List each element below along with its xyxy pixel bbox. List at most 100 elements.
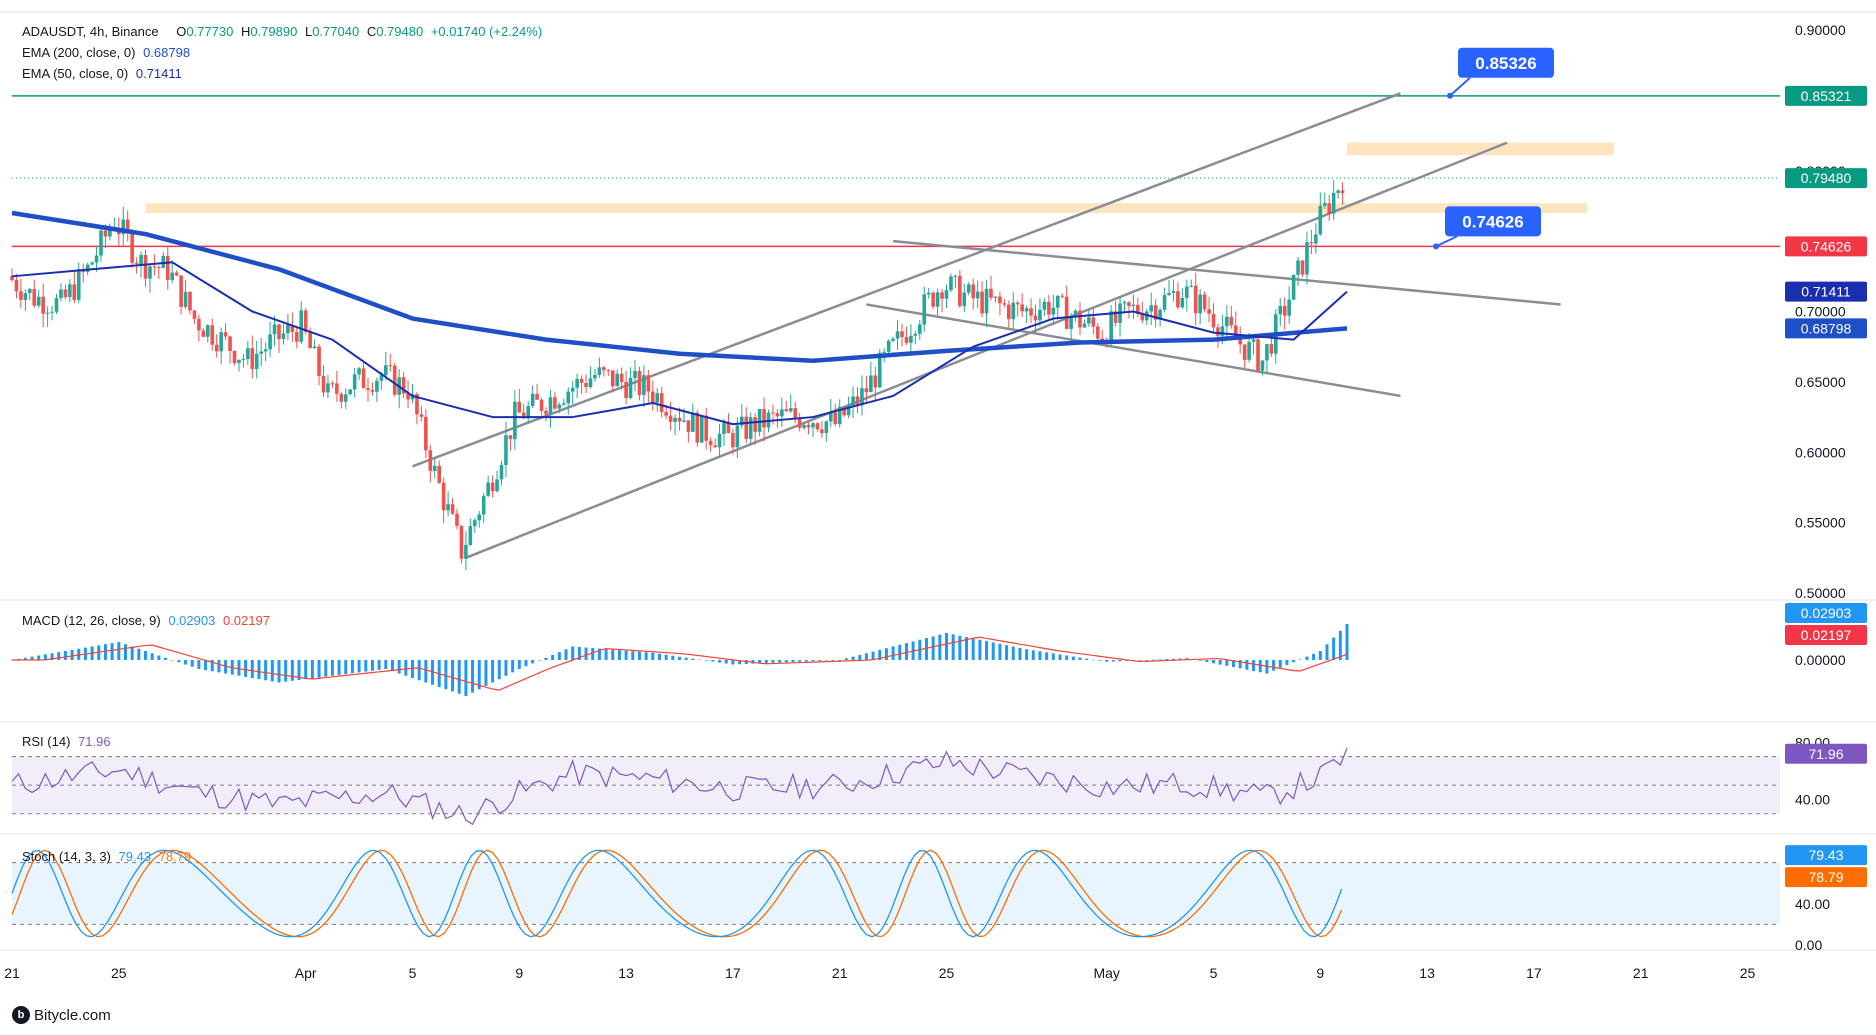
macd-histogram-bar (491, 660, 495, 683)
candle-body (1158, 309, 1162, 320)
macd-histogram-bar (1238, 660, 1242, 669)
candle-body (771, 412, 775, 414)
candle-body (1171, 291, 1176, 293)
x-axis-tick: 17 (725, 965, 741, 981)
candle-body (1331, 192, 1336, 214)
candle-body (788, 408, 793, 412)
macd-histogram-bar (1278, 660, 1282, 668)
stoch-legend: Stoch (14, 3, 3) 79.43 78.79 (22, 849, 192, 864)
candle-body (1122, 302, 1127, 304)
macd-histogram-bar (250, 660, 254, 678)
candle-body (10, 276, 14, 281)
candle-body (1207, 309, 1211, 314)
macd-histogram-bar (657, 653, 661, 660)
macd-histogram-bar (237, 660, 241, 676)
candle-body (366, 388, 370, 390)
candle-body (308, 331, 312, 349)
candle-body (1256, 339, 1260, 371)
candle-body (36, 296, 41, 306)
macd-histogram-bar (364, 660, 368, 672)
candle-body (691, 412, 695, 432)
callout-label: 0.74626 (1462, 212, 1523, 231)
candle-body (1296, 260, 1300, 275)
candle-body (855, 396, 860, 406)
candle-body (76, 269, 81, 300)
candle-body (1220, 326, 1225, 336)
macd-histogram-bar (77, 648, 81, 660)
macd-histogram-bar (758, 660, 762, 664)
stoch-axis-tick: 40.00 (1795, 896, 1830, 912)
macd-histogram-bar (190, 660, 194, 667)
macd-histogram-bar (617, 650, 621, 660)
candle-body (1011, 302, 1016, 320)
macd-histogram-bar (1218, 660, 1222, 665)
candle-body (392, 365, 397, 395)
macd-histogram-bar (157, 655, 161, 660)
rsi-axis-tick: 40.00 (1795, 791, 1830, 807)
candle-body (1233, 325, 1238, 340)
macd-histogram-bar (684, 657, 688, 660)
macd-histogram-bar (103, 644, 107, 660)
candle-body (673, 417, 677, 422)
axis-price-badge (1785, 236, 1867, 257)
macd-histogram-bar (424, 660, 428, 683)
macd-histogram-bar (330, 660, 334, 676)
candle-body (259, 351, 263, 354)
candle-body (597, 367, 602, 375)
ema200-legend: EMA (200, close, 0) 0.68798 (22, 45, 191, 60)
candle-body (14, 280, 19, 292)
candle-body (695, 412, 700, 443)
macd-histogram-bar (878, 649, 882, 660)
macd-histogram-bar (831, 660, 835, 661)
macd-histogram-bar (290, 660, 294, 681)
macd-histogram-bar (110, 643, 114, 660)
candle-body (895, 331, 900, 339)
candle-body (1322, 203, 1327, 206)
candle-body (869, 375, 873, 393)
macd-histogram-bar (577, 647, 581, 660)
candle-body (263, 349, 268, 352)
macd-histogram-bar (1345, 624, 1349, 660)
candle-body (762, 408, 766, 428)
candle-body (1327, 203, 1331, 214)
x-axis-tick: May (1093, 965, 1119, 981)
stoch-d-badge-label: 78.79 (1808, 869, 1843, 885)
macd-value-badge-label: 0.02903 (1801, 605, 1852, 621)
candle-body (682, 420, 686, 422)
candle-body (206, 325, 210, 337)
axis-price-badge-label: 0.71411 (1801, 284, 1851, 300)
candle-body (152, 266, 157, 268)
candle-body (579, 378, 584, 383)
macd-histogram-bar (1065, 655, 1069, 660)
candle-body (504, 435, 508, 465)
macd-signal-line (12, 636, 1348, 691)
candle-body (19, 291, 23, 300)
macd-histogram-bar (317, 660, 321, 678)
macd-histogram-bar (204, 660, 208, 671)
symbol-label: ADAUSDT, 4h, Binance (22, 24, 159, 39)
candle-body (1140, 313, 1145, 321)
x-axis-tick: 25 (939, 965, 955, 981)
candle-body (860, 388, 864, 406)
candle-body (722, 423, 726, 434)
macd-histogram-bar (244, 660, 248, 677)
macd-histogram-bar (1312, 653, 1316, 660)
candle-body (900, 331, 904, 338)
candle-body (464, 544, 468, 559)
candle-body (1109, 311, 1113, 344)
macd-histogram-bar (1071, 656, 1075, 660)
high-value: 0.79890 (250, 24, 298, 39)
rsi-line (11, 748, 1348, 826)
candle-body (1149, 305, 1153, 312)
macd-histogram-bar (377, 660, 381, 670)
candle-body (1287, 299, 1291, 316)
candle-body (277, 324, 281, 340)
macd-histogram-bar (1225, 660, 1229, 666)
candle-body (54, 297, 59, 312)
x-axis-tick: 9 (515, 965, 523, 981)
candle-body (290, 324, 295, 333)
macd-histogram-bar (604, 649, 608, 660)
candle-body (237, 359, 241, 364)
candle-body (241, 359, 246, 361)
